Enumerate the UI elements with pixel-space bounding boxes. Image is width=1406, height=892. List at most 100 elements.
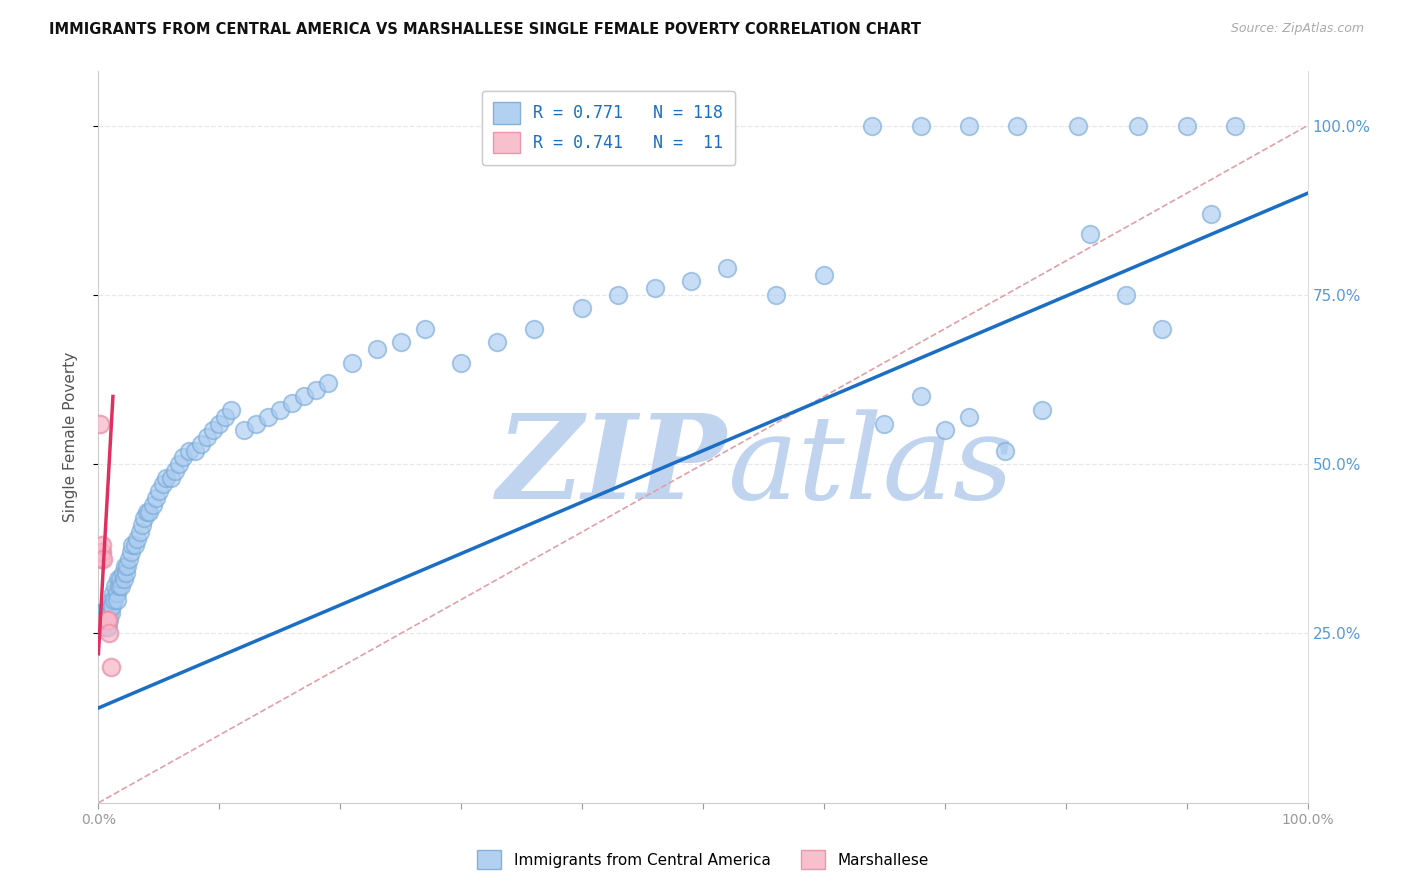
Point [342, 355, 364, 369]
Point [1175, 119, 1198, 133]
Point [245, 417, 267, 431]
Point [1067, 119, 1090, 133]
Point [765, 288, 787, 302]
Point [100, 599, 122, 614]
Point [96, 620, 118, 634]
Point [910, 389, 932, 403]
Point [93, 613, 115, 627]
Point [91, 606, 114, 620]
Point [1223, 119, 1246, 133]
Point [100, 660, 122, 674]
Point [450, 355, 472, 369]
Point [269, 403, 291, 417]
Point [148, 484, 170, 499]
Point [292, 389, 315, 403]
Text: atlas: atlas [727, 409, 1014, 524]
Point [89, 613, 111, 627]
Point [1115, 288, 1137, 302]
Point [100, 606, 122, 620]
Point [208, 417, 231, 431]
Point [195, 430, 218, 444]
Point [89, 606, 111, 620]
Point [117, 558, 139, 573]
Point [97, 620, 120, 634]
Point [93, 606, 115, 620]
Point [232, 423, 254, 437]
Point [91, 613, 114, 627]
Point [98, 626, 121, 640]
Point [124, 538, 146, 552]
Point [115, 566, 138, 580]
Point [96, 606, 118, 620]
Point [90, 613, 112, 627]
Point [96, 613, 118, 627]
Point [97, 606, 120, 620]
Point [571, 301, 593, 316]
Point [281, 396, 304, 410]
Point [100, 599, 122, 614]
Y-axis label: Single Female Poverty: Single Female Poverty [63, 352, 77, 522]
Point [957, 409, 980, 424]
Point [131, 518, 153, 533]
Point [105, 592, 128, 607]
Point [135, 505, 157, 519]
Point [98, 613, 121, 627]
Point [128, 524, 150, 539]
Point [169, 457, 191, 471]
Point [90, 620, 112, 634]
Point [114, 558, 136, 573]
Point [90, 545, 112, 559]
Point [98, 606, 121, 620]
Point [214, 409, 236, 424]
Point [94, 613, 117, 627]
Point [91, 620, 114, 634]
Point [120, 545, 142, 559]
Point [90, 613, 112, 627]
Text: ZIP: ZIP [498, 409, 727, 524]
Point [413, 322, 436, 336]
Point [142, 498, 165, 512]
Point [89, 620, 111, 634]
Point [118, 552, 141, 566]
Point [679, 274, 702, 288]
Point [110, 579, 132, 593]
Text: IMMIGRANTS FROM CENTRAL AMERICA VS MARSHALLESE SINGLE FEMALE POVERTY CORRELATION: IMMIGRANTS FROM CENTRAL AMERICA VS MARSH… [49, 22, 921, 37]
Point [104, 579, 127, 593]
Point [152, 477, 174, 491]
Point [389, 335, 412, 350]
Point [138, 505, 160, 519]
Point [94, 606, 117, 620]
Point [91, 613, 114, 627]
Point [89, 613, 111, 627]
Point [89, 417, 111, 431]
Point [1078, 227, 1101, 241]
Point [221, 403, 243, 417]
Point [90, 552, 112, 566]
Point [91, 545, 114, 559]
Point [1152, 322, 1174, 336]
Point [316, 376, 339, 390]
Point [93, 606, 115, 620]
Point [860, 119, 883, 133]
Legend: Immigrants from Central America, Marshallese: Immigrants from Central America, Marshal… [471, 844, 935, 875]
Point [107, 572, 129, 586]
Point [91, 552, 114, 566]
Point [91, 606, 114, 620]
Point [96, 613, 118, 627]
Point [813, 268, 835, 282]
Point [112, 572, 135, 586]
Point [160, 471, 183, 485]
Point [121, 538, 143, 552]
Point [105, 586, 128, 600]
Point [172, 450, 194, 465]
Point [100, 592, 122, 607]
Point [94, 620, 117, 634]
Point [1007, 119, 1029, 133]
Point [91, 620, 114, 634]
Point [486, 335, 509, 350]
Point [91, 613, 114, 627]
Point [1128, 119, 1150, 133]
Text: Source: ZipAtlas.com: Source: ZipAtlas.com [1230, 22, 1364, 36]
Point [994, 443, 1017, 458]
Point [103, 592, 125, 607]
